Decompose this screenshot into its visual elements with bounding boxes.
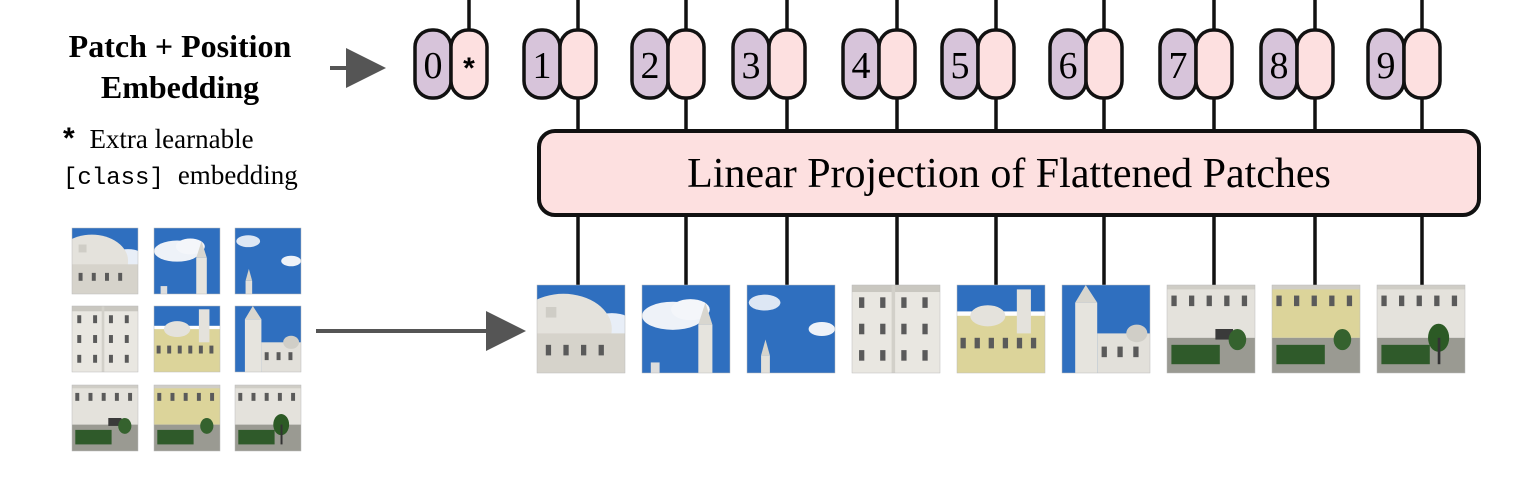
patch-image-dome-left bbox=[71, 227, 139, 295]
patch-frame bbox=[1166, 284, 1256, 374]
title-line-1: Patch + Position bbox=[69, 28, 292, 64]
patch-embedding-pill bbox=[877, 28, 917, 100]
patch-embedding-pill bbox=[767, 28, 807, 100]
patch-image-facade-left bbox=[71, 305, 139, 373]
position-label: 7 bbox=[1169, 45, 1188, 87]
token-column-2: 2 bbox=[630, 0, 706, 285]
patch-frame bbox=[71, 305, 139, 373]
token-column-4: 4 bbox=[841, 0, 917, 285]
token-column-5: 5 bbox=[940, 0, 1016, 285]
patch-frame bbox=[1376, 284, 1466, 374]
position-label: 2 bbox=[641, 45, 660, 87]
patch-frame bbox=[1061, 284, 1151, 374]
patch-embedding-pill bbox=[976, 28, 1016, 100]
patch-frame bbox=[71, 227, 139, 295]
patch-image-sky-tower bbox=[153, 227, 221, 295]
position-label: 3 bbox=[742, 45, 761, 87]
patch-frame bbox=[153, 305, 221, 373]
patch-frame bbox=[1271, 284, 1361, 374]
position-label: 0 bbox=[424, 45, 443, 87]
patch-frame bbox=[641, 284, 731, 374]
patch-frame bbox=[153, 227, 221, 295]
patch-frame bbox=[153, 384, 221, 452]
token-column-3: 3 bbox=[731, 0, 807, 285]
patch-embedding-pill bbox=[1402, 28, 1442, 100]
token-layer: 0 * 1 2 3 4 5 6 7 8 9 bbox=[413, 0, 1442, 285]
patch-frame bbox=[234, 305, 302, 373]
linear-projection-box bbox=[537, 129, 1481, 217]
position-label: 5 bbox=[951, 45, 970, 87]
patch-embedding-pill bbox=[1194, 28, 1234, 100]
patch-embedding-pill bbox=[1084, 28, 1124, 100]
patch-frame bbox=[234, 227, 302, 295]
position-label: 9 bbox=[1377, 45, 1396, 87]
patch-image-facade-left bbox=[851, 284, 941, 374]
footnote-line-2: [class] embedding bbox=[63, 160, 298, 192]
token-column-8: 8 bbox=[1259, 0, 1335, 285]
position-label: 1 bbox=[533, 45, 552, 87]
patch-image-sky-tower bbox=[641, 284, 731, 374]
patch-image-facade-right bbox=[1061, 284, 1151, 374]
patch-embedding-pill bbox=[666, 28, 706, 100]
patch-frame bbox=[851, 284, 941, 374]
position-label: 4 bbox=[852, 45, 871, 87]
class-token-marker: * bbox=[463, 52, 475, 85]
patch-embedding-pill bbox=[558, 28, 598, 100]
token-column-9: 9 bbox=[1366, 0, 1442, 285]
token-column-0: 0 * bbox=[413, 0, 489, 100]
patch-frame bbox=[234, 384, 302, 452]
linear-projection-label: Linear Projection of Flattened Patches bbox=[687, 151, 1331, 197]
patch-frame bbox=[536, 284, 626, 374]
patch-image-sky-spire bbox=[746, 284, 836, 374]
footnote-line-1: * Extra learnable bbox=[63, 122, 254, 155]
footnote-star: * bbox=[63, 122, 75, 155]
patch-embedding-pill bbox=[1295, 28, 1335, 100]
footnote-text: Extra learnable bbox=[89, 124, 253, 154]
patch-image-facade-right bbox=[234, 305, 302, 373]
position-label: 6 bbox=[1059, 45, 1078, 87]
patch-image-street-left bbox=[71, 384, 139, 452]
patch-frame bbox=[956, 284, 1046, 374]
patch-image-dome-left bbox=[536, 284, 626, 374]
title-line-2: Embedding bbox=[101, 69, 259, 105]
patch-sequence bbox=[536, 284, 1466, 374]
token-column-7: 7 bbox=[1158, 0, 1234, 285]
class-token-pill bbox=[449, 28, 489, 100]
patch-image-facade-centre bbox=[153, 305, 221, 373]
footnote-embedding: embedding bbox=[178, 160, 298, 190]
source-image-grid bbox=[71, 227, 302, 452]
patch-image-street-left bbox=[1166, 284, 1256, 374]
patch-image-sky-spire bbox=[234, 227, 302, 295]
patch-image-street-centre bbox=[153, 384, 221, 452]
token-column-1: 1 bbox=[522, 0, 598, 285]
patch-image-street-right bbox=[234, 384, 302, 452]
patch-frame bbox=[746, 284, 836, 374]
patch-image-street-right bbox=[1376, 284, 1466, 374]
position-label: 8 bbox=[1270, 45, 1289, 87]
patch-frame bbox=[71, 384, 139, 452]
footnote-code: [class] bbox=[63, 165, 164, 192]
token-column-6: 6 bbox=[1048, 0, 1124, 285]
patch-image-street-centre bbox=[1271, 284, 1361, 374]
patch-image-facade-centre bbox=[956, 284, 1046, 374]
